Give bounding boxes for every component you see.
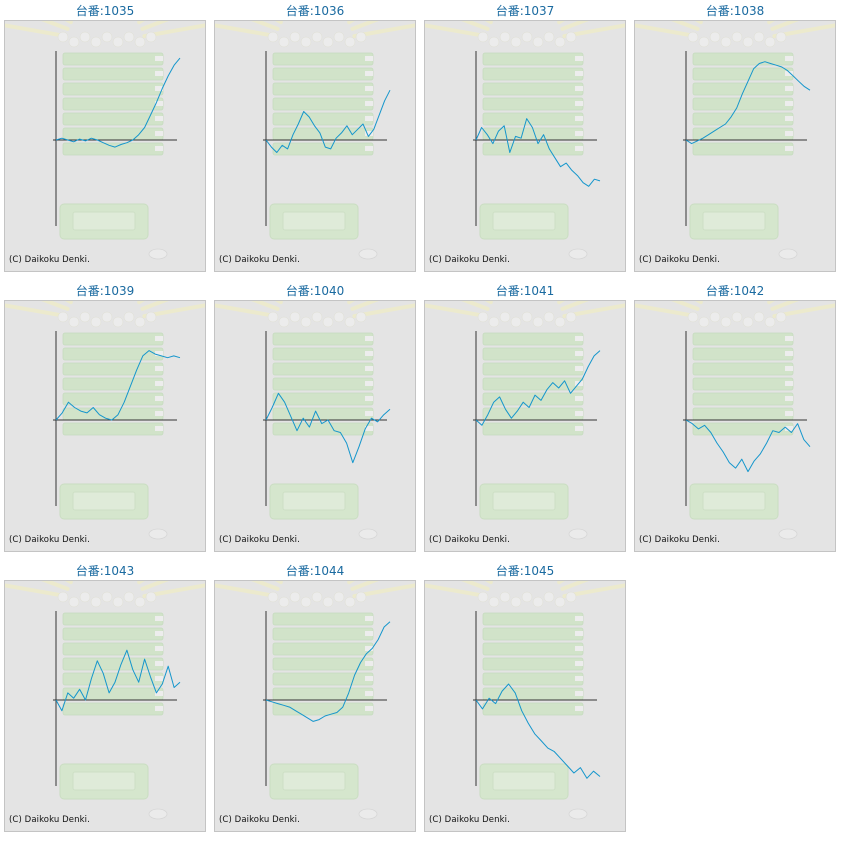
slump-graph	[215, 301, 415, 540]
chart-panel: (C) Daikoku Denki.	[4, 20, 206, 272]
slump-graph	[5, 581, 205, 820]
chart-cell: 台番:1038 (C) Daikoku Denki.	[630, 0, 840, 275]
slump-graph	[635, 301, 835, 540]
machine-background-art	[425, 581, 625, 820]
slump-graph	[425, 301, 625, 540]
chart-title[interactable]: 台番:1041	[495, 284, 555, 298]
chart-title[interactable]: 台番:1036	[285, 4, 345, 18]
series-line	[55, 350, 181, 421]
slump-graph	[215, 21, 415, 260]
slump-graph	[425, 21, 625, 260]
machine-background-art	[215, 21, 415, 260]
series-line	[475, 350, 601, 426]
chart-title[interactable]: 台番:1035	[75, 4, 135, 18]
chart-cell: 台番:1039 (C) Daikoku Denki.	[0, 280, 210, 555]
chart-panel: (C) Daikoku Denki.	[214, 300, 416, 552]
series-line	[55, 649, 181, 712]
chart-panel: (C) Daikoku Denki.	[214, 580, 416, 832]
chart-title[interactable]: 台番:1043	[75, 564, 135, 578]
chart-title[interactable]: 台番:1037	[495, 4, 555, 18]
chart-panel: (C) Daikoku Denki.	[424, 300, 626, 552]
chart-title[interactable]: 台番:1045	[495, 564, 555, 578]
chart-title[interactable]: 台番:1039	[75, 284, 135, 298]
slump-graph	[635, 21, 835, 260]
series-line	[685, 419, 811, 473]
machine-background-art	[215, 301, 415, 540]
slump-graph	[425, 581, 625, 820]
series-line	[475, 683, 601, 779]
copyright-text: (C) Daikoku Denki.	[219, 255, 300, 265]
chart-panel: (C) Daikoku Denki.	[4, 580, 206, 832]
machine-background-art	[635, 21, 835, 260]
series-line	[475, 118, 601, 187]
copyright-text: (C) Daikoku Denki.	[429, 535, 510, 545]
machine-background-art	[635, 301, 835, 540]
copyright-text: (C) Daikoku Denki.	[9, 815, 90, 825]
series-line	[265, 392, 391, 464]
chart-title[interactable]: 台番:1038	[705, 4, 765, 18]
copyright-text: (C) Daikoku Denki.	[219, 535, 300, 545]
series-line	[265, 621, 391, 722]
machine-background-art	[5, 21, 205, 260]
chart-panel: (C) Daikoku Denki.	[424, 20, 626, 272]
series-line	[55, 57, 181, 148]
slump-graph	[215, 581, 415, 820]
copyright-text: (C) Daikoku Denki.	[9, 255, 90, 265]
chart-cell: 台番:1040 (C) Daikoku Denki.	[210, 280, 420, 555]
chart-panel: (C) Daikoku Denki.	[4, 300, 206, 552]
chart-cell: 台番:1035 (C) Daikoku Denki.	[0, 0, 210, 275]
machine-background-art	[5, 301, 205, 540]
chart-title[interactable]: 台番:1042	[705, 284, 765, 298]
copyright-text: (C) Daikoku Denki.	[639, 255, 720, 265]
copyright-text: (C) Daikoku Denki.	[9, 535, 90, 545]
chart-cell: 台番:1042 (C) Daikoku Denki.	[630, 280, 840, 555]
chart-cell: 台番:1044 (C) Daikoku Denki.	[210, 560, 420, 835]
chart-title[interactable]: 台番:1044	[285, 564, 345, 578]
copyright-text: (C) Daikoku Denki.	[429, 815, 510, 825]
chart-title[interactable]: 台番:1040	[285, 284, 345, 298]
chart-cell: 台番:1037 (C) Daikoku Denki.	[420, 0, 630, 275]
series-line	[265, 89, 391, 153]
chart-panel: (C) Daikoku Denki.	[634, 20, 836, 272]
copyright-text: (C) Daikoku Denki.	[219, 815, 300, 825]
slump-graph	[5, 21, 205, 260]
machine-background-art	[425, 21, 625, 260]
chart-cell: 台番:1036 (C) Daikoku Denki.	[210, 0, 420, 275]
copyright-text: (C) Daikoku Denki.	[639, 535, 720, 545]
chart-panel: (C) Daikoku Denki.	[424, 580, 626, 832]
chart-cell: 台番:1041 (C) Daikoku Denki.	[420, 280, 630, 555]
chart-panel: (C) Daikoku Denki.	[214, 20, 416, 272]
machine-background-art	[425, 301, 625, 540]
series-line	[685, 61, 811, 145]
machine-background-art	[5, 581, 205, 820]
chart-panel: (C) Daikoku Denki.	[634, 300, 836, 552]
copyright-text: (C) Daikoku Denki.	[429, 255, 510, 265]
chart-cell: 台番:1045 (C) Daikoku Denki.	[420, 560, 630, 835]
chart-cell: 台番:1043 (C) Daikoku Denki.	[0, 560, 210, 835]
slump-graph	[5, 301, 205, 540]
